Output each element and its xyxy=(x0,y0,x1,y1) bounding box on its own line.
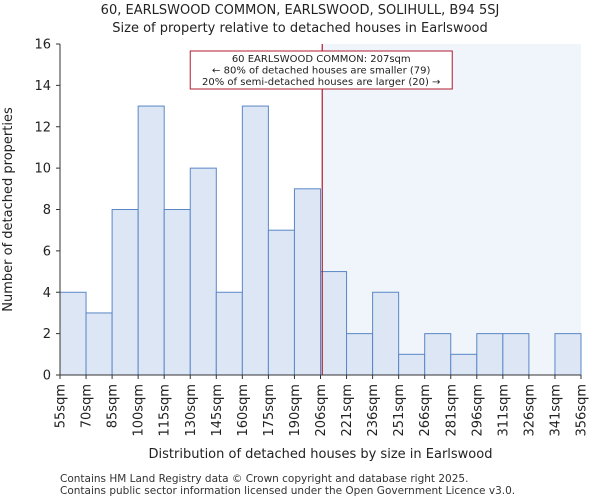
y-tick-label-14: 14 xyxy=(34,79,51,94)
x-axis-label: Distribution of detached houses by size … xyxy=(149,447,493,462)
annotation-line-3: 20% of semi-detached houses are larger (… xyxy=(202,77,440,88)
x-tick-label-356sqm: 356sqm xyxy=(575,384,590,437)
x-tick-label-100sqm: 100sqm xyxy=(132,384,147,437)
bar-190sqm xyxy=(293,188,322,376)
y-tick-label-2: 2 xyxy=(43,327,51,342)
x-tick-label-160sqm: 160sqm xyxy=(236,384,251,437)
x-tick-label-341sqm: 341sqm xyxy=(548,384,563,437)
bar-311sqm xyxy=(502,333,530,376)
x-tick-label-130sqm: 130sqm xyxy=(184,384,199,437)
footer-line-2: Contains public sector information licen… xyxy=(60,485,516,497)
highlight-region xyxy=(322,44,581,375)
x-tick-label-145sqm: 145sqm xyxy=(210,384,225,437)
bar-100sqm xyxy=(137,105,165,376)
annotation-box xyxy=(189,50,453,90)
bar-206sqm xyxy=(320,271,348,376)
footer-line-1: Contains HM Land Registry data © Crown c… xyxy=(60,473,469,485)
bar-236sqm xyxy=(372,291,400,376)
chart-title: 60, EARLSWOOD COMMON, EARLSWOOD, SOLIHUL… xyxy=(100,3,500,18)
x-tick-label-190sqm: 190sqm xyxy=(288,384,303,437)
x-tick-label-296sqm: 296sqm xyxy=(470,384,485,437)
y-tick-label-0: 0 xyxy=(43,369,51,384)
bar-55sqm xyxy=(59,291,87,376)
y-tick-label-16: 16 xyxy=(34,38,51,53)
x-tick-label-206sqm: 206sqm xyxy=(314,384,329,437)
y-tick-label-10: 10 xyxy=(34,162,51,177)
bar-281sqm xyxy=(450,353,478,376)
y-tick-label-6: 6 xyxy=(43,244,51,259)
x-tick-label-281sqm: 281sqm xyxy=(444,384,459,437)
x-tick-label-85sqm: 85sqm xyxy=(106,384,121,428)
bar-85sqm xyxy=(111,209,139,376)
x-tick-label-70sqm: 70sqm xyxy=(80,384,95,428)
x-tick-label-55sqm: 55sqm xyxy=(54,384,69,428)
x-tick-label-236sqm: 236sqm xyxy=(366,384,381,437)
bar-341sqm xyxy=(554,333,582,376)
bar-251sqm xyxy=(398,353,426,376)
x-tick-label-221sqm: 221sqm xyxy=(340,384,355,437)
y-tick-label-12: 12 xyxy=(34,120,51,135)
bar-221sqm xyxy=(346,333,374,376)
chart-subtitle: Size of property relative to detached ho… xyxy=(112,21,488,36)
y-axis-label: Number of detached properties xyxy=(1,107,16,312)
bar-160sqm xyxy=(241,105,269,376)
x-tick-label-175sqm: 175sqm xyxy=(262,384,277,437)
x-tick-label-115sqm: 115sqm xyxy=(158,384,173,437)
y-tick-label-8: 8 xyxy=(43,203,51,218)
bar-115sqm xyxy=(163,209,191,376)
x-tick-label-266sqm: 266sqm xyxy=(418,384,433,437)
y-tick-label-4: 4 xyxy=(43,286,51,301)
x-tick-label-326sqm: 326sqm xyxy=(522,384,537,437)
bar-266sqm xyxy=(424,333,452,376)
x-tick-label-311sqm: 311sqm xyxy=(496,384,511,437)
annotation-line-1: 60 EARLSWOOD COMMON: 207sqm xyxy=(232,54,411,65)
bar-296sqm xyxy=(476,333,504,376)
bar-175sqm xyxy=(267,229,295,376)
annotation-line-2: ← 80% of detached houses are smaller (79… xyxy=(212,66,430,77)
bar-130sqm xyxy=(189,167,217,376)
bar-70sqm xyxy=(85,312,113,376)
bar-145sqm xyxy=(215,291,243,376)
x-tick-label-251sqm: 251sqm xyxy=(392,384,407,437)
